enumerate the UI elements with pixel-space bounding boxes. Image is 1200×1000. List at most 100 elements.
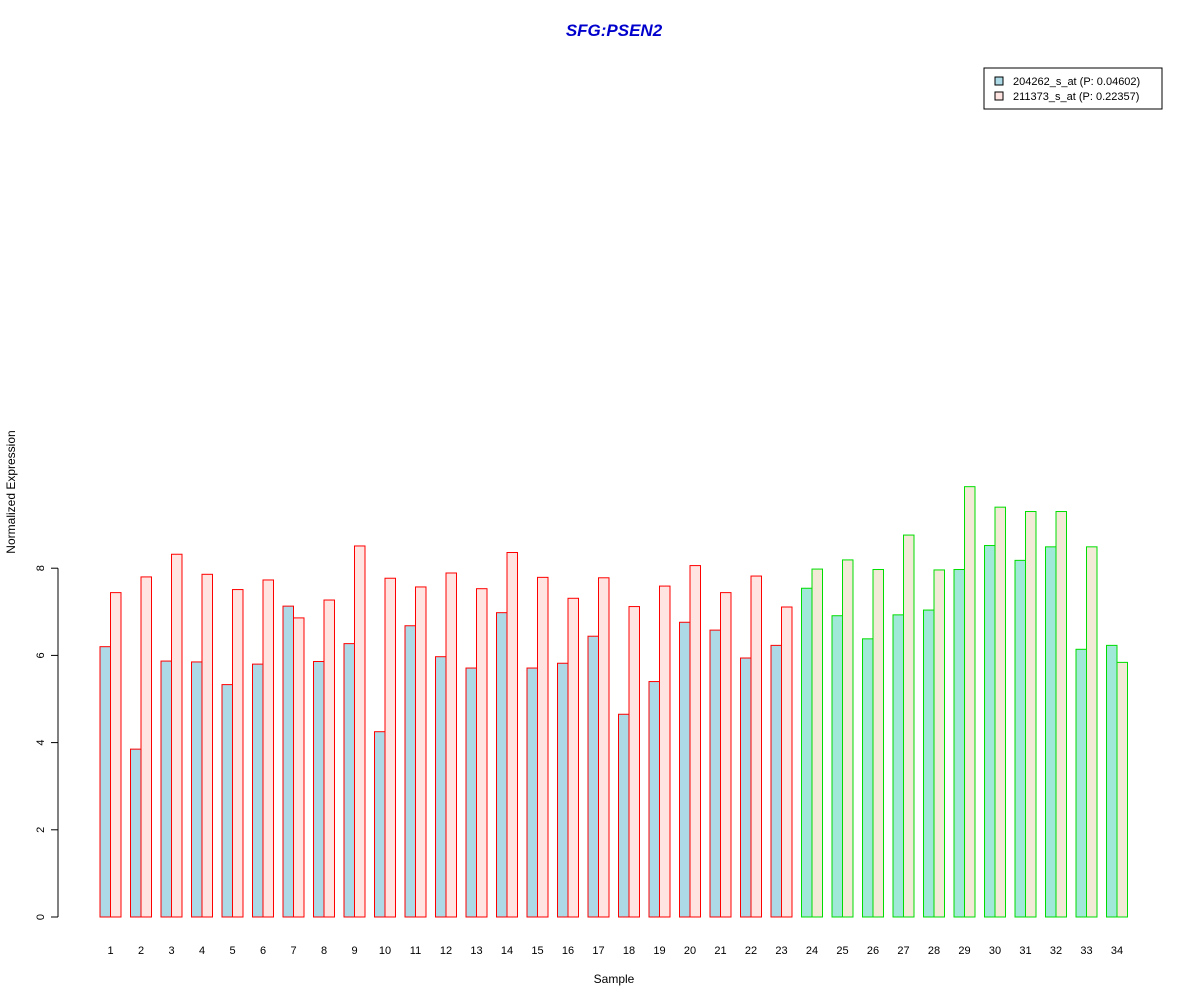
bar-series-2-sample-15 (537, 576, 549, 918)
bar-series-1-sample-7 (282, 605, 294, 918)
bar-series-2-sample-31 (1025, 511, 1037, 918)
bar-series-1-sample-27 (892, 614, 904, 918)
legend-swatch-series-1 (994, 76, 1004, 86)
x-tick-label: 1 (107, 945, 113, 957)
x-tick-label: 11 (410, 945, 421, 957)
bar-series-2-sample-25 (842, 559, 854, 918)
bar-series-2-sample-6 (262, 579, 274, 918)
x-tick-label: 17 (592, 945, 604, 957)
bar-series-2-sample-32 (1055, 511, 1067, 918)
bar-series-1-sample-25 (831, 615, 843, 918)
x-tick-label: 14 (501, 945, 513, 957)
x-tick-label: 34 (1111, 945, 1123, 957)
bar-series-1-sample-9 (343, 643, 355, 918)
x-tick-label: 26 (867, 945, 879, 957)
x-tick-label: 6 (260, 945, 266, 957)
x-tick-label: 22 (745, 945, 757, 957)
bar-series-2-sample-8 (323, 599, 335, 918)
bar-series-2-sample-5 (232, 589, 244, 918)
bar-series-1-sample-21 (709, 629, 721, 918)
bar-series-2-sample-34 (1116, 661, 1128, 918)
x-tick-label: 10 (379, 945, 391, 957)
bar-series-1-sample-20 (679, 621, 691, 918)
bar-series-1-sample-26 (862, 638, 874, 918)
bar-series-2-sample-1 (110, 592, 122, 918)
bar-series-1-sample-19 (648, 681, 660, 918)
bar-series-2-sample-4 (201, 573, 213, 918)
x-tick-label: 5 (229, 945, 235, 957)
bar-series-2-sample-20 (689, 565, 701, 918)
x-tick-label: 29 (958, 945, 970, 957)
bar-series-2-sample-2 (140, 576, 152, 918)
x-tick-label: 13 (470, 945, 482, 957)
x-tick-label: 24 (806, 945, 818, 957)
x-tick-label: 20 (684, 945, 696, 957)
bar-series-1-sample-17 (587, 635, 599, 918)
bar-series-1-sample-22 (740, 657, 752, 918)
bar-series-2-sample-12 (445, 572, 457, 918)
bar-series-2-sample-22 (750, 575, 762, 918)
bar-series-1-sample-31 (1014, 559, 1026, 918)
x-tick-label: 33 (1080, 945, 1092, 957)
bar-series-2-sample-9 (354, 545, 366, 918)
bar-series-1-sample-14 (496, 612, 508, 918)
bar-series-1-sample-32 (1045, 546, 1057, 918)
bar-series-1-sample-28 (923, 609, 935, 918)
bar-series-1-sample-12 (435, 656, 447, 918)
x-tick-label: 25 (836, 945, 848, 957)
bar-series-2-sample-30 (994, 506, 1006, 918)
legend-label-series-1: 204262_s_at (P: 0.04602) (1013, 76, 1140, 88)
y-axis-label: Normalized Expression (4, 430, 18, 553)
x-tick-label: 9 (351, 945, 357, 957)
y-axis: 0 2 4 6 8 (35, 565, 59, 920)
bar-series-1-sample-24 (801, 587, 813, 918)
bar-series-1-sample-15 (526, 667, 538, 918)
x-tick-label: 2 (138, 945, 144, 957)
bar-series-1-sample-29 (953, 569, 965, 918)
bar-series-1-sample-23 (770, 644, 782, 918)
bar-series-2-sample-23 (781, 606, 793, 918)
legend-swatch-series-2 (994, 91, 1004, 101)
x-tick-label: 15 (531, 945, 543, 957)
x-tick-label: 19 (653, 945, 665, 957)
x-axis-label: Sample (594, 972, 635, 986)
x-tick-label: 12 (440, 945, 452, 957)
x-tick-label: 18 (623, 945, 635, 957)
x-tick-label: 32 (1050, 945, 1062, 957)
bar-series-2-sample-26 (872, 569, 884, 918)
legend: 204262_s_at (P: 0.04602) 211373_s_at (P:… (983, 67, 1163, 110)
x-tick-label: 27 (897, 945, 909, 957)
x-tick-label: 23 (775, 945, 787, 957)
bar-series-2-sample-16 (567, 597, 579, 918)
y-tick-label: 0 (35, 914, 47, 920)
bar-series-2-sample-17 (598, 577, 610, 918)
y-tick-label: 8 (35, 565, 47, 571)
bar-series-2-sample-27 (903, 534, 915, 918)
bar-series-1-sample-10 (374, 731, 386, 918)
bar-series-2-sample-21 (720, 592, 732, 918)
bars (99, 486, 1128, 918)
bar-series-2-sample-7 (293, 617, 305, 918)
bar-series-1-sample-5 (221, 684, 233, 918)
bar-series-1-sample-8 (313, 661, 325, 918)
x-tick-label: 7 (290, 945, 296, 957)
y-tick-label: 6 (35, 652, 47, 658)
legend-label-series-2: 211373_s_at (P: 0.22357) (1013, 91, 1139, 103)
x-tick-label: 3 (168, 945, 174, 957)
bar-series-2-sample-28 (933, 569, 945, 918)
bar-series-2-sample-10 (384, 577, 396, 918)
bar-series-1-sample-1 (99, 646, 111, 918)
x-tick-label: 28 (928, 945, 940, 957)
y-tick-label: 2 (35, 827, 47, 833)
bar-series-2-sample-13 (476, 588, 488, 918)
x-tick-label: 8 (321, 945, 327, 957)
x-tick-label: 4 (199, 945, 205, 957)
bar-series-1-sample-2 (130, 748, 142, 918)
bar-series-2-sample-14 (506, 552, 518, 918)
legend-box (983, 67, 1163, 110)
x-tick-label: 30 (989, 945, 1001, 957)
bar-series-2-sample-3 (171, 553, 183, 918)
y-tick-label: 4 (35, 740, 47, 746)
chart-title: SFG:PSEN2 (566, 21, 663, 40)
